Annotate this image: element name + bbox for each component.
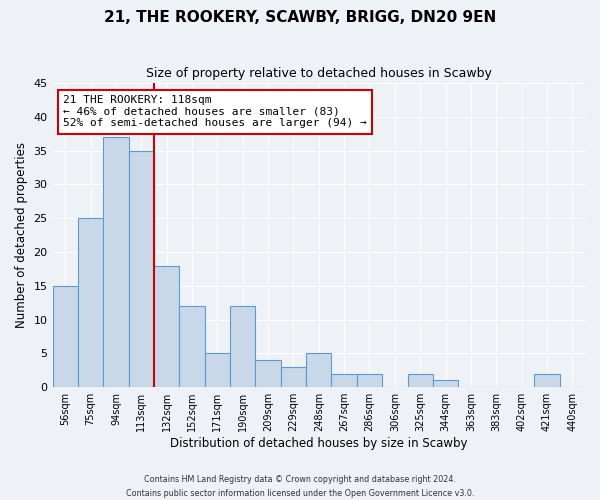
Bar bbox=[103, 137, 128, 387]
Text: Contains HM Land Registry data © Crown copyright and database right 2024.
Contai: Contains HM Land Registry data © Crown c… bbox=[126, 476, 474, 498]
Bar bbox=[205, 354, 230, 387]
Text: 21, THE ROOKERY, SCAWBY, BRIGG, DN20 9EN: 21, THE ROOKERY, SCAWBY, BRIGG, DN20 9EN bbox=[104, 10, 496, 25]
Bar bbox=[534, 374, 560, 387]
Bar bbox=[128, 150, 154, 387]
Text: 21 THE ROOKERY: 118sqm
← 46% of detached houses are smaller (83)
52% of semi-det: 21 THE ROOKERY: 118sqm ← 46% of detached… bbox=[63, 95, 367, 128]
Bar bbox=[407, 374, 433, 387]
Bar bbox=[331, 374, 357, 387]
Bar bbox=[357, 374, 382, 387]
Bar bbox=[78, 218, 103, 387]
Bar bbox=[154, 266, 179, 387]
Bar bbox=[281, 367, 306, 387]
Bar bbox=[179, 306, 205, 387]
Bar bbox=[433, 380, 458, 387]
Bar bbox=[306, 354, 331, 387]
Title: Size of property relative to detached houses in Scawby: Size of property relative to detached ho… bbox=[146, 68, 492, 80]
Y-axis label: Number of detached properties: Number of detached properties bbox=[15, 142, 28, 328]
Bar bbox=[230, 306, 256, 387]
Bar bbox=[53, 286, 78, 387]
X-axis label: Distribution of detached houses by size in Scawby: Distribution of detached houses by size … bbox=[170, 437, 467, 450]
Bar bbox=[256, 360, 281, 387]
